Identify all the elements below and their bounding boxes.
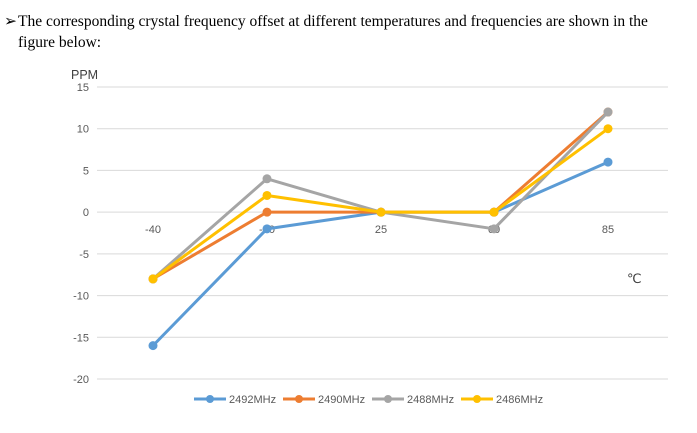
legend-item-2486MHz: 2486MHz [461, 394, 543, 406]
series-line [151, 127, 610, 281]
data-point [262, 207, 272, 217]
series-lines [148, 107, 613, 351]
legend-label: 2486MHz [496, 394, 543, 406]
chart-legend: 2492MHz 2490MHz 2488MHz 2486MHz [194, 394, 543, 406]
caption-line-1-text: The corresponding crystal frequency offs… [18, 13, 648, 30]
x-tick-label: 25 [375, 224, 387, 236]
legend-label: 2490MHz [318, 394, 365, 406]
x-axis-unit-label: ℃ [627, 271, 642, 286]
y-axis-label: PPM [71, 68, 98, 82]
legend-marker [206, 395, 214, 403]
y-axis-ticks: 15 10 5 0 -5 -10 -15 -20 [73, 82, 89, 386]
x-tick-label: -40 [145, 224, 161, 236]
caption-line-1: ➢The corresponding crystal frequency off… [4, 11, 684, 32]
series-2488MHz [148, 107, 613, 284]
legend-marker [384, 395, 392, 403]
y-tick-label: -10 [73, 291, 89, 303]
data-point [148, 341, 158, 351]
y-tick-label: 0 [83, 207, 89, 219]
series-2490MHz [148, 107, 613, 284]
legend-item-2492MHz: 2492MHz [194, 394, 276, 406]
legend-marker [295, 395, 303, 403]
caption-paragraph: ➢The corresponding crystal frequency off… [4, 11, 684, 53]
y-tick-label: -5 [79, 249, 89, 261]
legend-item-2488MHz: 2488MHz [372, 394, 454, 406]
legend-label: 2488MHz [407, 394, 454, 406]
legend-item-2490MHz: 2490MHz [283, 394, 365, 406]
legend-marker [473, 395, 481, 403]
legend-label: 2492MHz [229, 394, 276, 406]
data-point [603, 157, 613, 167]
y-tick-label: 5 [83, 165, 89, 177]
caption-line-2: figure below: [18, 34, 102, 51]
data-point [489, 207, 499, 217]
data-point [262, 224, 272, 234]
series-2486MHz [148, 124, 613, 284]
data-point [489, 224, 499, 234]
arrow-bullet-icon: ➢ [4, 13, 17, 30]
data-point [603, 107, 613, 117]
y-tick-label: -15 [73, 332, 89, 344]
data-point [262, 190, 272, 200]
data-point [148, 274, 158, 284]
data-point [376, 207, 386, 217]
y-tick-label: 10 [77, 124, 89, 136]
y-tick-label: -20 [73, 374, 89, 386]
data-point [603, 124, 613, 134]
x-tick-label: 85 [602, 224, 614, 236]
y-tick-label: 15 [77, 82, 89, 94]
data-point [262, 174, 272, 184]
